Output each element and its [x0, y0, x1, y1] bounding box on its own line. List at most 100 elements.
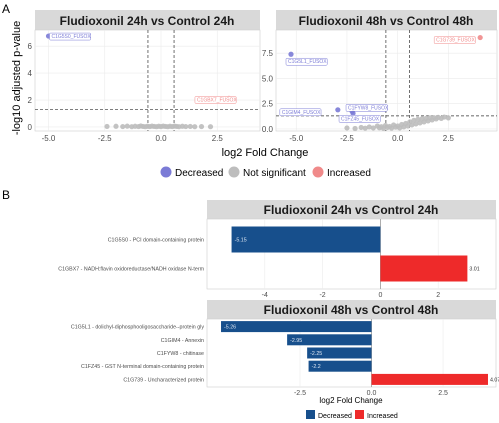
x-tick-label: 0.0 — [367, 390, 377, 397]
data-point — [183, 123, 189, 130]
data-point — [120, 123, 126, 130]
y-tick-label: 2 — [28, 96, 33, 105]
x-tick-label: 2.5 — [212, 134, 224, 143]
volcano2-strip — [276, 10, 497, 30]
legend-bar-decreased-label: Decreased — [318, 413, 352, 420]
point-label-box — [194, 96, 237, 104]
volcano-legend: Decreased Not significant Increased — [160, 166, 371, 179]
data-point — [445, 115, 451, 121]
x-tick-label: 0.0 — [155, 134, 167, 143]
legend-bar-increased-label: Increased — [367, 413, 398, 420]
legend-not-significant-label: Not significant — [243, 168, 306, 179]
panel-background — [34, 29, 261, 132]
x-tick-label: 0.0 — [392, 134, 404, 143]
legend-decreased-swatch — [306, 410, 315, 419]
bar — [221, 321, 372, 333]
bar-value-label: -2.2 — [312, 364, 321, 370]
data-point — [413, 121, 419, 127]
bar2-strip — [207, 300, 496, 319]
data-point — [335, 107, 341, 113]
category-label: C1FZ45 - GST N-terminal domain-containin… — [81, 364, 204, 370]
data-point — [362, 125, 368, 131]
data-point — [288, 51, 294, 57]
x-tick-label: -2.5 — [98, 134, 112, 143]
bar — [287, 334, 372, 346]
bar — [308, 360, 372, 372]
legend-increased-swatch — [355, 410, 364, 419]
legend-decreased-point — [160, 166, 172, 178]
x-tick-label: 2.5 — [438, 390, 448, 397]
data-point — [124, 123, 130, 129]
y-tick-label: 2.5 — [262, 100, 274, 109]
data-point — [370, 125, 376, 131]
y-tick-label: 7.5 — [262, 49, 274, 58]
x-tick-label: -2 — [319, 292, 325, 299]
volcano1-plot-area: -5.0 -2.5 0.0 2.5 0 2 4 6 C1G5S0_FUSOX C1GBX7_FUS… — [28, 29, 261, 143]
data-point — [477, 34, 483, 41]
point-label: C1FZ45_FUSOX — [341, 116, 380, 122]
point-label-box — [285, 57, 328, 66]
volcano1-strip — [35, 10, 260, 30]
point-label: C1G5S0_FUSOX — [52, 34, 92, 40]
x-tick-label: -2.5 — [340, 134, 354, 143]
bar-value-label: 4.07 — [490, 377, 499, 383]
y-tick-label: 4 — [28, 69, 33, 78]
volcano-x-axis-title: log2 Fold Change — [222, 147, 309, 159]
bar — [380, 255, 468, 282]
bar-legend: Decreased Increased — [306, 410, 398, 420]
volcano1-title: Fludioxonil 24h vs Control 24h — [60, 14, 235, 28]
bar-value-label: -5.15 — [235, 238, 247, 244]
x-tick-label: 2 — [436, 292, 440, 299]
point-label: C1GIM4_FUSOX — [282, 110, 321, 116]
bar2-plot-area: -2.5 0.0 2.5 C1G5L1 - dolichyl-diphosphooli… — [71, 318, 499, 397]
bar1-title: Fludioxonil 24h vs Control 24h — [264, 203, 439, 217]
bar — [371, 373, 488, 385]
y-tick-label: 0 — [28, 123, 33, 132]
panel-label-b: B — [2, 188, 10, 202]
data-point — [192, 124, 198, 130]
volcano2-plot-area: -5.0 -2.5 0.0 2.5 0.0 2.5 5.0 7.5 C1G5L1_FUSOX C1… — [262, 29, 498, 143]
category-label: C1FYW8 - chitinase — [157, 351, 204, 357]
data-point — [187, 123, 193, 130]
data-point — [352, 125, 358, 132]
y-tick-label: 5.0 — [262, 74, 274, 83]
bar2-title: Fludioxonil 48h vs Control 48h — [264, 303, 439, 317]
bar-value-label: -2.95 — [290, 338, 302, 344]
data-point — [417, 120, 423, 126]
data-point — [113, 123, 119, 129]
volcano-y-axis-title: -log10 adjusted p-value — [11, 21, 23, 135]
point-label: C1G739_FUSOX — [436, 38, 475, 44]
bar-x-axis-title: log2 Fold Change — [319, 396, 383, 405]
y-tick-label: 6 — [28, 42, 33, 51]
point-label: C1G5L1_FUSOX — [288, 59, 327, 65]
point-label-box — [433, 36, 476, 44]
bar-value-label: 3.01 — [469, 267, 479, 273]
data-point — [405, 123, 411, 129]
category-label: C1G5L1 - dolichyl-diphosphooligosacchari… — [71, 325, 204, 331]
data-point — [366, 124, 372, 130]
category-label: C1G5S0 - PCI domain-containing protein — [108, 238, 204, 244]
bar1-strip — [207, 200, 496, 219]
bar1-plot-area: -4 -2 0 2 C1G5S0 - PCI domain-containing pro… — [58, 218, 497, 299]
x-tick-label: -4 — [262, 292, 268, 299]
bar-value-label: -5.26 — [224, 325, 236, 331]
legend-increased-label: Increased — [327, 168, 371, 179]
point-label-box — [345, 104, 388, 112]
category-label: C1GIM4 - Annexin — [161, 338, 204, 344]
x-tick-label: -5.0 — [289, 134, 303, 143]
category-label: C1GBX7 - NADH:flavin oxidoreductase/NADH… — [58, 267, 204, 273]
x-tick-label: -5.0 — [42, 134, 56, 143]
x-tick-label: 0 — [378, 292, 382, 299]
x-tick-label: -2.5 — [294, 390, 306, 397]
data-point — [104, 123, 110, 130]
data-point — [198, 123, 205, 130]
bar — [231, 226, 381, 253]
category-label: C1G739 - Uncharacterized protein — [123, 377, 204, 383]
data-point — [409, 122, 415, 128]
point-label-box — [49, 32, 91, 41]
volcano2-title: Fludioxonil 48h vs Control 48h — [299, 14, 474, 28]
panel-label-a: A — [2, 2, 10, 16]
data-point — [358, 124, 364, 131]
data-point — [350, 110, 356, 116]
